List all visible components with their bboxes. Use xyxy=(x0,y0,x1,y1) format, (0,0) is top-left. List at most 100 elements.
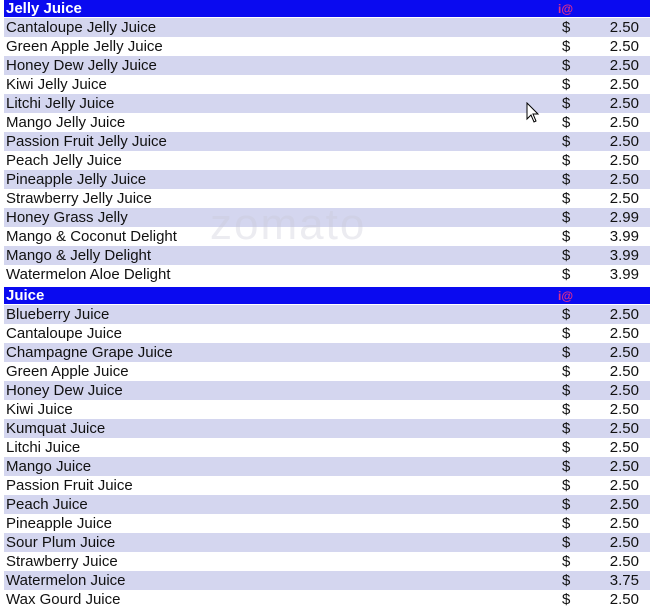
item-currency: $ xyxy=(562,57,571,74)
item-currency: $ xyxy=(562,325,571,342)
item-price: 2.50 xyxy=(609,439,639,456)
item-name: Wax Gourd Juice xyxy=(6,591,121,608)
item-name: Kiwi Jelly Juice xyxy=(6,76,107,93)
item-currency: $ xyxy=(562,95,571,112)
item-currency: $ xyxy=(562,306,571,323)
menu-item-row: Passion Fruit Juice $2.50 xyxy=(4,476,650,495)
item-currency: $ xyxy=(562,496,571,513)
item-price: 2.50 xyxy=(609,190,639,207)
menu-item-row: Litchi Juice $2.50 xyxy=(4,438,650,457)
menu-item-row: Cantaloupe Jelly Juice $2.50 xyxy=(4,18,650,37)
item-price: 2.50 xyxy=(609,553,639,570)
item-currency: $ xyxy=(562,209,571,226)
item-name: Watermelon Aloe Delight xyxy=(6,266,171,283)
menu-item-row: Honey Dew Jelly Juice $2.50 xyxy=(4,56,650,75)
item-price: 2.50 xyxy=(609,306,639,323)
item-name: Strawberry Juice xyxy=(6,553,118,570)
item-name: Mango & Jelly Delight xyxy=(6,247,152,264)
item-price: 3.99 xyxy=(609,266,639,283)
item-price: 2.50 xyxy=(609,76,639,93)
item-name: Litchi Jelly Juice xyxy=(6,95,115,112)
menu-item-row: Mango & Jelly Delight $3.99 xyxy=(4,246,650,265)
menu-item-row: Green Apple Juice $2.50 xyxy=(4,362,650,381)
item-name: Mango Jelly Juice xyxy=(6,114,126,131)
item-price: 2.50 xyxy=(609,401,639,418)
item-price: 2.99 xyxy=(609,209,639,226)
item-name: Passion Fruit Jelly Juice xyxy=(6,133,167,150)
item-price: 2.50 xyxy=(609,458,639,475)
mouse-cursor-icon xyxy=(526,101,540,129)
item-currency: $ xyxy=(562,591,571,608)
item-currency: $ xyxy=(562,152,571,169)
section-header: Juice i@ xyxy=(4,287,650,304)
item-currency: $ xyxy=(562,420,571,437)
item-currency: $ xyxy=(562,19,571,36)
item-currency: $ xyxy=(562,266,571,283)
item-name: Mango & Coconut Delight xyxy=(6,228,177,245)
item-name: Kumquat Juice xyxy=(6,420,106,437)
item-name: Watermelon Juice xyxy=(6,572,126,589)
item-currency: $ xyxy=(562,114,571,131)
item-currency: $ xyxy=(562,382,571,399)
menu-item-row: Mango Juice $2.50 xyxy=(4,457,650,476)
item-currency: $ xyxy=(562,228,571,245)
item-price: 2.50 xyxy=(609,19,639,36)
menu-item-row: Mango Jelly Juice $2.50 xyxy=(4,113,650,132)
section-title: Juice xyxy=(6,287,45,304)
item-price: 2.50 xyxy=(609,114,639,131)
menu-item-row: Watermelon Aloe Delight $3.99 xyxy=(4,265,650,284)
item-currency: $ xyxy=(562,439,571,456)
item-price: 2.50 xyxy=(609,420,639,437)
item-name: Mango Juice xyxy=(6,458,92,475)
item-currency: $ xyxy=(562,171,571,188)
item-price: 2.50 xyxy=(609,496,639,513)
menu-item-row: Cantaloupe Juice $2.50 xyxy=(4,324,650,343)
menu-section: Jelly Juice i@ Cantaloupe Jelly Juice $2.50… xyxy=(0,0,650,284)
item-price: 2.50 xyxy=(609,534,639,551)
item-name: Champagne Grape Juice xyxy=(6,344,173,361)
item-price: 2.50 xyxy=(609,95,639,112)
item-name: Strawberry Jelly Juice xyxy=(6,190,152,207)
item-price: 2.50 xyxy=(609,477,639,494)
item-name: Cantaloupe Jelly Juice xyxy=(6,19,157,36)
item-price: 2.50 xyxy=(609,515,639,532)
menu-item-row: Pineapple Jelly Juice $2.50 xyxy=(4,170,650,189)
menu-item-row: Kiwi Juice $2.50 xyxy=(4,400,650,419)
menu-item-row: Pineapple Juice $2.50 xyxy=(4,514,650,533)
menu-item-row: Kiwi Jelly Juice $2.50 xyxy=(4,75,650,94)
item-name: Pineapple Juice xyxy=(6,515,112,532)
item-price: 2.50 xyxy=(609,591,639,608)
item-currency: $ xyxy=(562,553,571,570)
item-name: Sour Plum Juice xyxy=(6,534,116,551)
item-currency: $ xyxy=(562,515,571,532)
item-price: 2.50 xyxy=(609,38,639,55)
item-price: 2.50 xyxy=(609,382,639,399)
menu-section: Juice i@ Blueberry Juice $2.50 Cantaloupe Ju… xyxy=(0,287,650,609)
menu-item-row: Passion Fruit Jelly Juice $2.50 xyxy=(4,132,650,151)
item-price: 2.50 xyxy=(609,344,639,361)
item-currency: $ xyxy=(562,38,571,55)
section-title: Jelly Juice xyxy=(6,0,82,17)
menu-item-row: Blueberry Juice $2.50 xyxy=(4,305,650,324)
item-name: Pineapple Jelly Juice xyxy=(6,171,147,188)
section-mark: i@ xyxy=(558,289,574,303)
menu-item-row: Peach Jelly Juice $2.50 xyxy=(4,151,650,170)
item-currency: $ xyxy=(562,344,571,361)
item-price: 2.50 xyxy=(609,57,639,74)
item-currency: $ xyxy=(562,401,571,418)
section-header: Jelly Juice i@ xyxy=(4,0,650,17)
section-mark: i@ xyxy=(558,2,574,16)
menu-item-row: Watermelon Juice $3.75 xyxy=(4,571,650,590)
menu-item-row: Mango & Coconut Delight $3.99 xyxy=(4,227,650,246)
item-price: 2.50 xyxy=(609,133,639,150)
item-price: 2.50 xyxy=(609,152,639,169)
menu-item-row: Honey Grass Jelly $2.99 xyxy=(4,208,650,227)
item-name: Peach Jelly Juice xyxy=(6,152,122,169)
menu-item-row: Green Apple Jelly Juice $2.50 xyxy=(4,37,650,56)
menu-item-row: Kumquat Juice $2.50 xyxy=(4,419,650,438)
menu-item-row: Honey Dew Juice $2.50 xyxy=(4,381,650,400)
item-name: Peach Juice xyxy=(6,496,88,513)
item-currency: $ xyxy=(562,363,571,380)
item-currency: $ xyxy=(562,458,571,475)
item-price: 2.50 xyxy=(609,325,639,342)
